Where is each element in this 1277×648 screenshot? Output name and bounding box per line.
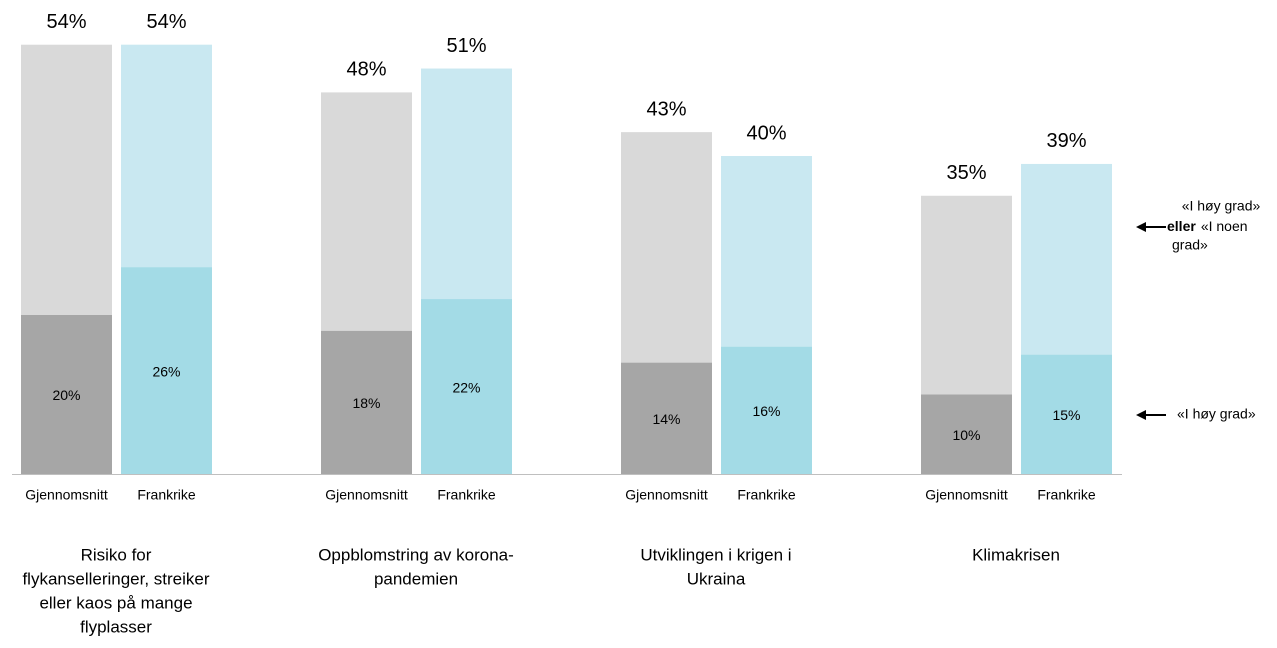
bar-high [21, 315, 112, 474]
high-value-label: 26% [152, 363, 180, 379]
legend-total: «I høy grad» [1182, 198, 1261, 214]
x-tick-label: Frankrike [137, 487, 196, 503]
value-label: 54% [46, 11, 86, 33]
bar-high [121, 267, 212, 474]
bar-high [1021, 354, 1112, 474]
value-label: 48% [346, 59, 386, 81]
value-label: 39% [1046, 130, 1086, 152]
category-label: Utviklingen i krigen i [640, 545, 791, 564]
value-label: 51% [446, 35, 486, 57]
legend-high: «I høy grad» [1177, 406, 1256, 422]
high-value-label: 22% [452, 379, 480, 395]
legend-total-part: «I noen [1201, 218, 1248, 234]
value-label: 54% [146, 11, 186, 33]
legend-arrow-head [1136, 222, 1146, 232]
high-value-label: 15% [1052, 407, 1080, 423]
category-label: Ukraina [687, 569, 746, 588]
bar-high [621, 362, 712, 474]
bar-high [421, 299, 512, 474]
x-tick-label: Frankrike [1037, 487, 1096, 503]
legend-total: eller «I noen [1167, 218, 1248, 234]
category-label: Risiko for [81, 545, 152, 564]
bar-high [321, 330, 412, 474]
bar-high [721, 346, 812, 474]
high-value-label: 16% [752, 403, 780, 419]
legend: «I høy grad» «I høy grad» eller «I noen g… [1136, 198, 1261, 422]
high-value-label: 18% [352, 395, 380, 411]
legend-total: grad» [1172, 237, 1208, 253]
bar-high [921, 394, 1012, 474]
value-label: 35% [946, 162, 986, 184]
category-label: Oppblomstring av korona- [318, 545, 514, 564]
value-label: 40% [746, 122, 786, 144]
x-tick-label: Gjennomsnitt [625, 487, 708, 503]
x-tick-label: Frankrike [437, 487, 496, 503]
value-label: 43% [646, 98, 686, 120]
high-value-label: 10% [952, 427, 980, 443]
x-tick-label: Gjennomsnitt [325, 487, 408, 503]
high-value-label: 14% [652, 411, 680, 427]
high-value-label: 20% [52, 387, 80, 403]
x-tick-label: Frankrike [737, 487, 796, 503]
category-label: pandemien [374, 569, 458, 588]
category-label: eller kaos på mange [39, 593, 192, 612]
x-tick-label: Gjennomsnitt [25, 487, 108, 503]
x-tick-label: Gjennomsnitt [925, 487, 1008, 503]
category-label: flyplasser [80, 617, 152, 636]
legend-arrow-head [1136, 410, 1146, 420]
category-label: Klimakrisen [972, 545, 1060, 564]
legend-total-bold: eller [1167, 218, 1196, 234]
category-label: flykanselleringer, streiker [22, 569, 209, 588]
